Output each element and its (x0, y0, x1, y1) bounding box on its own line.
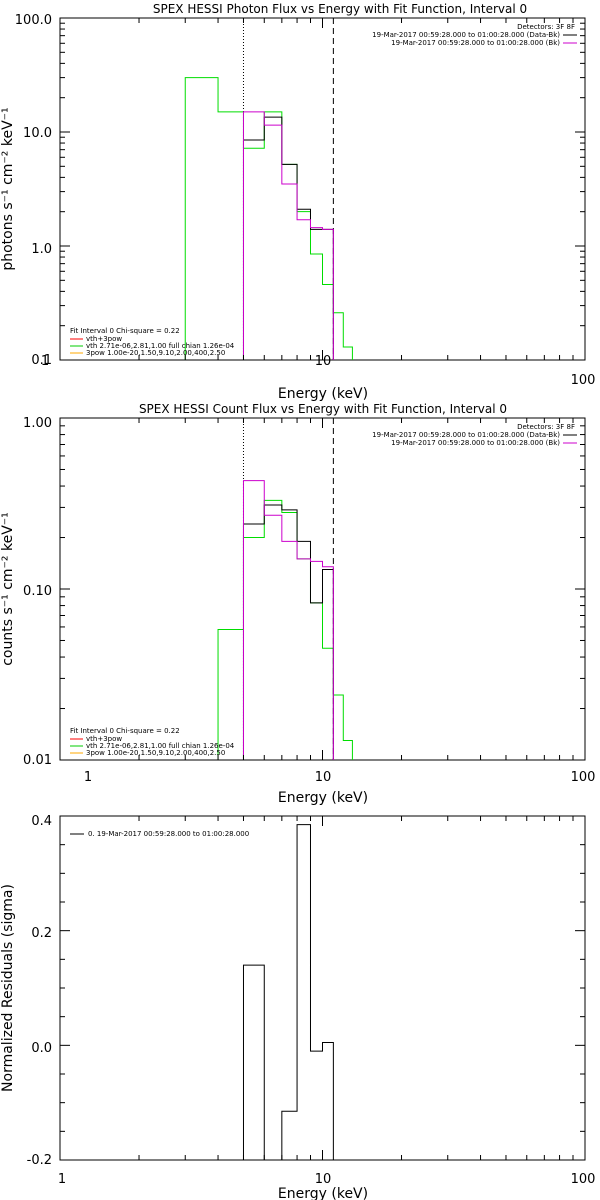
fit-legend-entry: vth+3pow (86, 335, 122, 343)
residual-legend-entry: 0. 19-Mar-2017 00:59:28.000 to 01:00:28.… (88, 830, 249, 838)
series-step-line (242, 116, 334, 360)
x-tick-label: 10 (315, 1172, 332, 1187)
legend-entry-background: 19-Mar-2017 00:59:28.000 to 01:00:28.000… (391, 439, 560, 447)
fit-legend-entry: 3pow 1.00e-20,1.50,9.10,2.00,400,2.50 (86, 749, 225, 757)
chart-marks (217, 418, 353, 760)
y-tick-label: 1.0 (31, 242, 52, 257)
y-tick-label: 100.0 (15, 13, 52, 28)
x-tick-label: 10 (315, 354, 332, 369)
series-step-line (242, 480, 334, 760)
top-right-legend: Detectors: 3F 8F 19-Mar-2017 00:59:28.00… (372, 423, 577, 447)
legend-header: Detectors: 3F 8F (517, 23, 575, 31)
series-step-line (184, 77, 353, 360)
x-tick-label: 100 (571, 373, 596, 388)
x-axis-label: Energy (keV) (278, 386, 368, 402)
top-right-legend: Detectors: 3F 8F 19-Mar-2017 00:59:28.00… (372, 23, 577, 47)
x-tick-label: 1 (41, 354, 49, 369)
x-tick-label: 100 (571, 770, 596, 785)
y-tick-label: 0.0 (31, 1041, 52, 1056)
count-flux-panel: SPEX HESSI Count Flux vs Energy with Fit… (0, 402, 595, 806)
x-tick-label: 100 (571, 1172, 596, 1187)
y-tick-label: 0.2 (31, 926, 52, 941)
y-tick-label: 0.01 (23, 753, 52, 768)
axis-ticks (59, 417, 586, 761)
y-tick-label: 0.4 (31, 814, 52, 829)
legend-entry-data: 19-Mar-2017 00:59:28.000 to 01:00:28.000… (372, 431, 560, 439)
y-tick-label: 10.0 (23, 126, 52, 141)
y-axis-label: Normalized Residuals (sigma) (0, 884, 16, 1092)
fit-legend: Fit Interval 0 Chi-square = 0.22 vth+3po… (70, 727, 235, 757)
legend-entry-data: 19-Mar-2017 00:59:28.000 to 01:00:28.000… (372, 31, 560, 39)
y-axis-label: photons s⁻¹ cm⁻² keV⁻¹ (0, 107, 16, 270)
fit-legend-header: Fit Interval 0 Chi-square = 0.22 (70, 327, 180, 335)
y-tick-label: -0.2 (27, 1153, 52, 1168)
y-tick-label: 0.1 (31, 353, 52, 368)
axis-ticks (59, 17, 586, 361)
series-step-line (242, 824, 334, 1161)
x-tick-label: 1 (58, 1172, 66, 1187)
series-step-line (217, 499, 353, 760)
fit-legend-header: Fit Interval 0 Chi-square = 0.22 (70, 727, 180, 735)
fit-legend-entry: vth 2.71e-06,2.81,1.00 full chian 1.26e-… (86, 742, 235, 750)
y-axis-label: counts s⁻¹ cm⁻² keV⁻¹ (0, 512, 16, 666)
series-step-line (242, 111, 334, 360)
fit-legend-entry: vth+3pow (86, 735, 122, 743)
fit-legend-entry: 3pow 1.00e-20,1.50,9.10,2.00,400,2.50 (86, 349, 225, 357)
plot-frame (59, 17, 586, 361)
fit-legend-entry: vth 2.71e-06,2.81,1.00 full chian 1.26e-… (86, 342, 235, 350)
axis-ticks (59, 815, 586, 1161)
panel-title: SPEX HESSI Photon Flux vs Energy with Fi… (153, 2, 527, 16)
legend-header: Detectors: 3F 8F (517, 423, 575, 431)
residuals-panel: 1 10 100 -0.2 0.0 0.2 0.4 Energy (keV) N… (0, 814, 595, 1200)
y-tick-label: 1.00 (23, 416, 52, 431)
legend-entry-background: 19-Mar-2017 00:59:28.000 to 01:00:28.000… (391, 39, 560, 47)
x-tick-label: 1 (84, 770, 92, 785)
chart-marks (184, 18, 353, 360)
x-tick-label: 10 (315, 770, 332, 785)
series-step-line (242, 504, 334, 760)
x-axis-label: Energy (keV) (278, 790, 368, 806)
photon-flux-panel: SPEX HESSI Photon Flux vs Energy with Fi… (0, 2, 595, 402)
x-axis-label: Energy (keV) (278, 1186, 368, 1200)
plot-frame (59, 815, 586, 1161)
panel-title: SPEX HESSI Count Flux vs Energy with Fit… (139, 402, 507, 416)
chart-marks (242, 824, 334, 1161)
residual-legend: 0. 19-Mar-2017 00:59:28.000 to 01:00:28.… (70, 830, 249, 838)
y-tick-label: 0.10 (23, 584, 52, 599)
fit-legend: Fit Interval 0 Chi-square = 0.22 vth+3po… (70, 327, 235, 357)
